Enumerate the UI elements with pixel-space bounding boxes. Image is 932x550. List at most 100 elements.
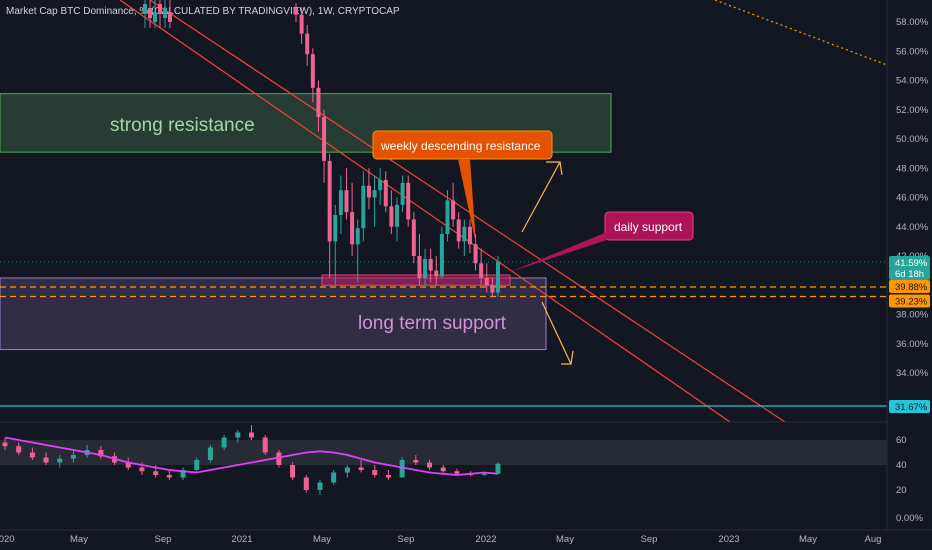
candle-body <box>333 215 338 242</box>
rsi-candle-body <box>194 460 200 470</box>
candle-body <box>327 160 332 242</box>
candle-body <box>400 182 405 205</box>
candle-body <box>496 261 500 293</box>
descending-trendline-lower <box>119 0 731 423</box>
price-tick-label: 34.00% <box>896 368 929 379</box>
rsi-candle-body <box>43 457 49 463</box>
rsi-ma-line <box>4 436 499 476</box>
candle-body <box>467 226 472 245</box>
time-tick-label: May <box>556 534 574 545</box>
cyan-level-tag <box>889 400 930 413</box>
dotted-trendline <box>714 0 888 66</box>
rsi-candle-body <box>262 437 268 453</box>
rsi-candle-body <box>180 470 186 478</box>
price-tick-label: 48.00% <box>896 163 929 174</box>
rsi-candle-body <box>372 470 378 475</box>
level-high-tag <box>889 280 930 294</box>
arrow-up-head <box>546 161 563 176</box>
candle-body <box>294 7 298 15</box>
price-tick-label: 54.00% <box>896 76 929 87</box>
candle-body <box>383 179 388 207</box>
price-tick-label: 38.00% <box>896 310 929 321</box>
descending-trendline-upper <box>149 0 786 423</box>
rsi-candle-body <box>290 465 296 478</box>
rsi-tick-label: 60 <box>896 435 907 446</box>
chart-title: Market Cap BTC Dominance, % (CALCULATED … <box>6 6 400 17</box>
time-axis[interactable]: 2020 May Sep 2021 May Sep 2022 May Sep 2023 May Aug <box>0 534 881 545</box>
price-tick-label: 44.00% <box>896 222 929 233</box>
rsi-candle-body <box>166 475 172 478</box>
rsi-candle-body <box>385 475 391 478</box>
candles-layer <box>143 0 500 297</box>
time-tick-label: Sep <box>155 534 172 545</box>
time-tick-label: Aug <box>865 534 882 545</box>
callout-pointer <box>510 232 607 272</box>
callout-text: weekly descending resistance <box>380 139 541 153</box>
rsi-band <box>0 440 887 465</box>
rsi-tick-label: 20 <box>896 485 907 496</box>
rsi-candle-body <box>344 467 350 473</box>
time-tick-label: May <box>70 534 88 545</box>
rsi-tick-label: 0.00% <box>896 513 923 524</box>
candle-body <box>428 258 433 271</box>
candle-body <box>310 54 315 88</box>
candle-body <box>451 200 456 220</box>
time-tick-label: May <box>799 534 817 545</box>
arrow-up-line <box>521 161 561 233</box>
time-tick-label: Sep <box>641 534 658 545</box>
arrow-down-head <box>561 350 574 365</box>
candle-body <box>395 204 399 227</box>
candle-body <box>350 212 355 245</box>
rsi-candle-body <box>98 450 104 457</box>
candle-body <box>490 285 495 293</box>
rsi-candle-body <box>358 467 364 470</box>
long-term-support-zone <box>0 277 547 351</box>
candle-body <box>479 263 484 278</box>
rsi-candle-body <box>495 463 501 474</box>
countdown-text: 6d 18h <box>895 269 924 280</box>
rsi-candle-body <box>249 432 254 438</box>
candle-body <box>322 117 327 161</box>
candle-body <box>148 8 152 18</box>
rsi-candle-body <box>427 462 433 468</box>
rsi-candle-body <box>413 460 419 463</box>
rsi-candle-body <box>57 458 63 463</box>
callout-pointer <box>458 159 476 244</box>
callout-text: daily support <box>614 220 683 234</box>
candle-body <box>355 228 360 245</box>
candle-body <box>361 185 366 229</box>
rsi-candle-body <box>317 482 323 490</box>
candle-body <box>439 234 444 277</box>
candle-body <box>456 219 461 242</box>
strong-resistance-label: strong resistance <box>110 115 255 136</box>
candle-body <box>305 33 310 55</box>
candle-body <box>316 87 321 118</box>
rsi-candle-body <box>29 452 35 458</box>
countdown-tag <box>889 267 930 280</box>
rsi-candle-body <box>440 467 446 472</box>
arrow-down-line <box>541 301 572 365</box>
rsi-tick-label: 40 <box>896 460 907 471</box>
candle-body <box>411 219 416 256</box>
candle-body <box>163 8 167 18</box>
daily-support-callout: daily support <box>510 211 694 272</box>
price-tick-label: 46.00% <box>896 193 929 204</box>
rsi-candle-body <box>153 471 159 475</box>
candle-body <box>372 190 377 198</box>
rsi-candle-body <box>70 455 76 459</box>
time-tick-label: 2023 <box>718 534 739 545</box>
cyan-level-text: 31.67% <box>895 402 928 413</box>
candle-body <box>158 4 162 14</box>
rsi-candle-body <box>139 467 145 472</box>
candle-body <box>473 244 478 264</box>
candle-body <box>406 182 411 220</box>
rsi-candle-body <box>125 462 131 468</box>
candle-body <box>168 12 172 22</box>
rsi-candle-body <box>303 477 309 490</box>
long-term-support-label: long term support <box>358 313 507 334</box>
level-low-text: 39.23% <box>895 297 928 308</box>
current-price-text: 41.59% <box>895 258 928 269</box>
price-tick-label: 50.00% <box>896 134 929 145</box>
candle-body <box>366 185 371 198</box>
